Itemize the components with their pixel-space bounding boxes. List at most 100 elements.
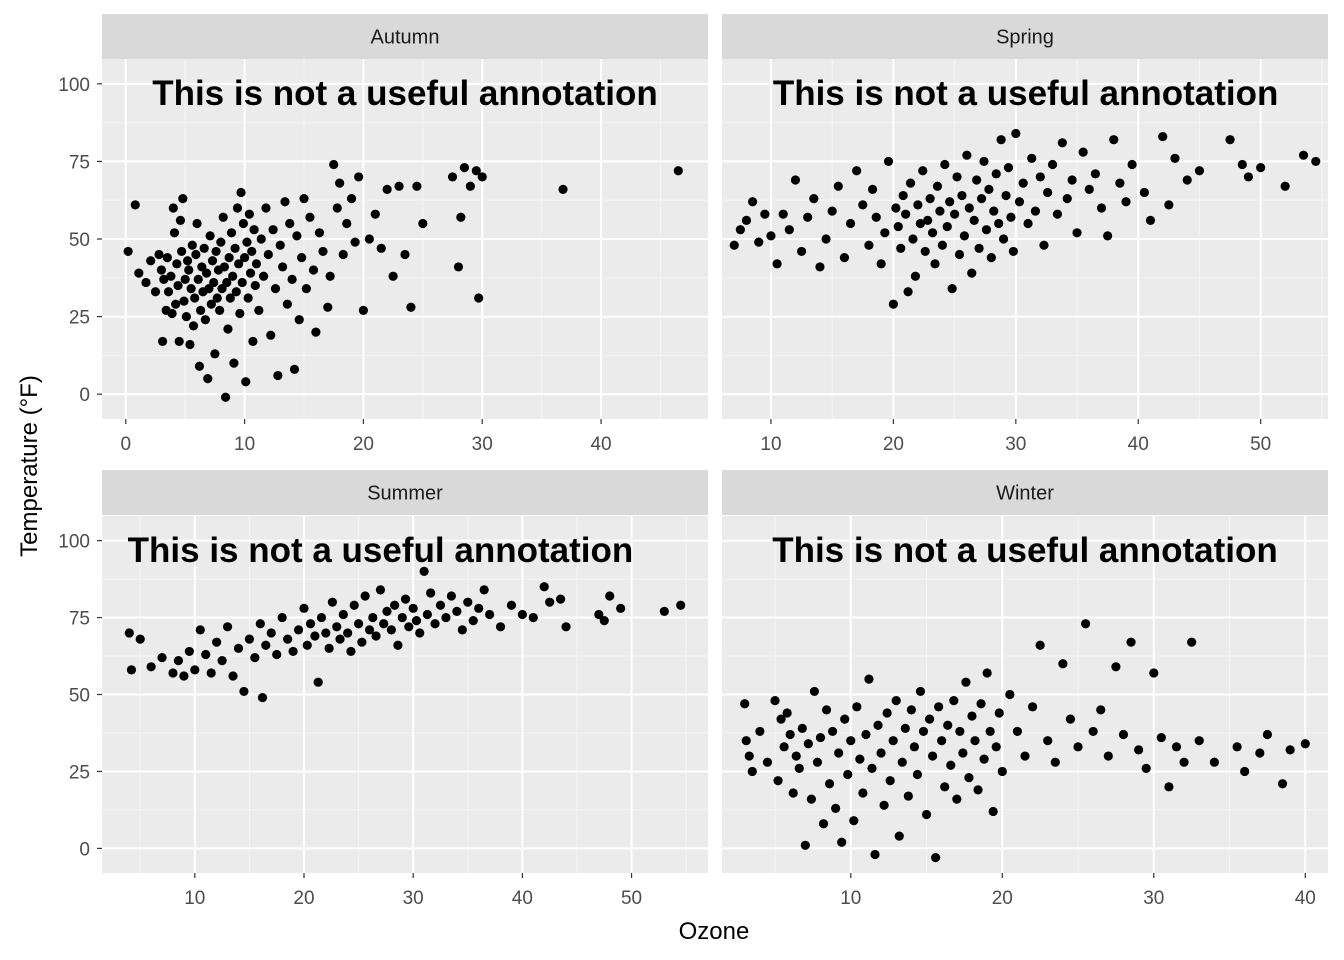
data-point [967,711,977,721]
data-point [958,748,968,758]
data-point [954,249,965,260]
data-point [288,646,298,657]
data-point [888,736,898,746]
data-point [173,280,183,291]
data-point [961,677,971,687]
data-point [216,237,226,247]
data-point [157,652,167,663]
data-point [204,284,214,294]
data-point [305,619,316,629]
x-tick-label: 30 [1005,434,1026,455]
data-point [994,708,1004,718]
data-point [209,277,219,288]
data-point [195,625,205,635]
data-point [1127,159,1137,170]
data-point [477,172,487,182]
data-point [997,766,1007,777]
data-point [194,361,205,371]
data-point [371,631,381,641]
data-point [235,308,245,319]
data-point [1011,128,1021,139]
x-tick-label: 40 [1128,434,1149,455]
data-point [964,772,974,783]
data-point [256,234,266,244]
data-point [182,256,193,266]
data-point [225,293,235,303]
data-point [883,156,894,167]
data-point [998,234,1009,244]
data-point [845,218,856,229]
data-point [1023,218,1033,229]
data-point [1156,732,1166,743]
data-point [952,794,962,804]
data-point [1141,763,1151,773]
data-point [1194,166,1205,176]
data-point [840,714,850,724]
data-point [263,249,273,260]
data-point [301,284,311,294]
data-point [1256,163,1266,173]
data-point [1118,729,1129,740]
data-point [996,135,1006,145]
data-point [277,612,287,623]
annotation-text: This is not a useful annotation [128,531,634,570]
data-point [1039,240,1049,250]
facet-panel-summer: This is not a useful annotation Summer 10 2… [58,470,708,909]
data-point [311,327,321,337]
data-point [839,253,850,263]
x-tick-label: 0 [120,434,131,455]
data-point [915,218,925,229]
data-point [1139,187,1149,198]
data-point [206,668,216,678]
data-point [346,194,357,204]
data-point [778,209,788,219]
data-point [364,234,374,244]
data-point [812,757,823,767]
data-point [273,370,283,381]
data-point [346,646,356,657]
data-point [773,776,783,786]
data-point [962,150,972,160]
data-point [1149,668,1159,678]
data-point [729,240,739,250]
data-point [162,253,172,263]
data-point [222,622,233,632]
data-point [1084,184,1094,194]
data-point [1067,175,1077,185]
data-point [867,763,877,773]
data-point [205,231,215,241]
data-point [302,640,312,650]
data-point [1030,206,1041,216]
data-point [206,299,216,309]
data-point [174,336,184,347]
data-point [955,726,965,737]
data-point [238,218,248,229]
data-point [815,262,825,272]
data-point [824,779,835,789]
data-point [275,240,285,250]
data-point [168,668,178,678]
data-point [382,606,392,617]
data-point [879,800,889,810]
data-point [305,212,315,222]
data-point [146,662,156,672]
x-tick-label: 40 [512,888,533,909]
data-point [1018,178,1028,188]
data-point [1096,203,1107,213]
data-point [1243,172,1254,182]
data-point [934,702,944,712]
data-point [1170,153,1180,163]
data-point [230,243,240,253]
data-point [981,225,992,235]
annotation-text: This is not a useful annotation [152,74,658,113]
data-point [404,622,414,632]
data-point [913,200,923,210]
y-tick-label: 75 [69,152,90,173]
data-point [1311,156,1321,167]
data-point [390,600,400,610]
data-point [232,203,243,213]
data-point [236,187,246,198]
data-point [375,585,386,595]
data-point [463,597,473,607]
data-point [974,243,984,253]
